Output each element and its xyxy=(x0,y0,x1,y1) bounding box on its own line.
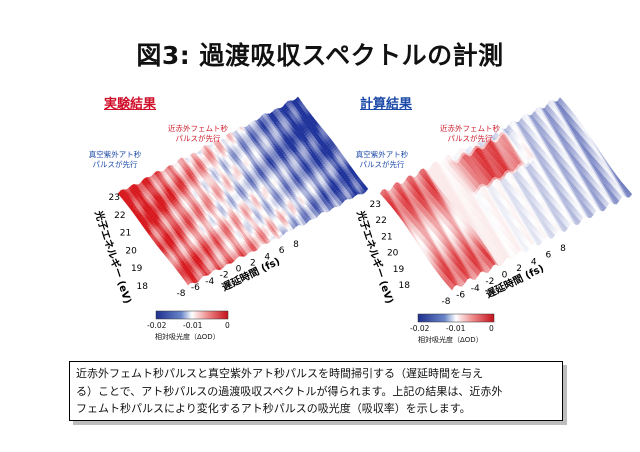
experiment-panel-title: 実験結果 xyxy=(104,97,157,112)
experiment-note-near: 近赤外フェムト秒パルスが先行 xyxy=(168,123,228,143)
calculation-panel: 近赤外フェムト秒パルスが先行 真空紫外アト秒パルスが先行 光子エネルギー (eV… xyxy=(354,97,633,323)
x-tick-label: -8 xyxy=(177,289,186,299)
page-title: 図3: 過渡吸収スペクトルの計測 xyxy=(136,41,504,70)
experiment-colorbar xyxy=(155,310,229,320)
experiment-panel: 近赤外フェムト秒パルスが先行 真空紫外アト秒パルスが先行 光子エネルギー (eV… xyxy=(89,96,369,320)
x-tick-label: 6 xyxy=(279,246,285,256)
calculation-panel-title: 計算結果 xyxy=(360,97,413,112)
y-tick-label: 19 xyxy=(131,264,143,274)
experiment-surface xyxy=(117,96,369,286)
spectra-figure: 近赤外フェムト秒パルスが先行 真空紫外アト秒パルスが先行 光子エネルギー (eV… xyxy=(89,96,633,323)
experiment-y-axis-label: 光子エネルギー (eV) xyxy=(92,208,135,305)
calculation-surface xyxy=(379,97,633,291)
x-tick-label: 4 xyxy=(264,252,270,262)
experiment-note-far: 真空紫外アト秒パルスが先行 xyxy=(89,149,142,169)
x-tick-label: -4 xyxy=(205,277,214,287)
x-tick-label: 8 xyxy=(293,240,299,250)
y-tick-label: 21 xyxy=(120,229,131,239)
y-tick-label: 23 xyxy=(109,193,120,203)
y-tick-label: 18 xyxy=(137,282,149,292)
x-tick-label: 2 xyxy=(250,258,256,268)
x-tick-label: -2 xyxy=(220,271,229,281)
x-tick-label: -6 xyxy=(191,283,200,293)
y-tick-label: 22 xyxy=(114,211,125,221)
x-tick-label: 0 xyxy=(236,265,242,275)
y-tick-label: 20 xyxy=(125,246,137,256)
